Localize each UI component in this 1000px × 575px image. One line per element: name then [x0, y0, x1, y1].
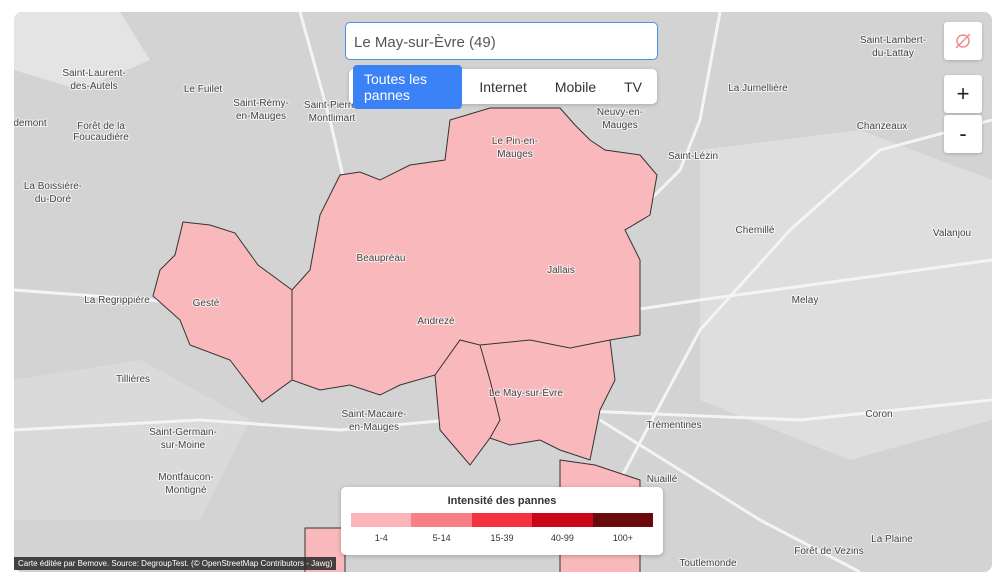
place-label: Forêt de Vezins	[794, 546, 863, 557]
place-label: Le May-sur-Èvre	[489, 386, 563, 399]
legend-class: 1-4	[351, 513, 412, 543]
tab[interactable]: Toutes les pannes	[353, 64, 463, 109]
place-label: Saint-Macaire-	[341, 409, 406, 420]
place-label: Le Fuilet	[184, 84, 223, 95]
place-label: Melay	[792, 295, 819, 306]
place-label: du-Doré	[35, 194, 72, 205]
legend: Intensité des pannes 1-4 5-14 15-39 40-99 10…	[341, 487, 663, 555]
commune-border	[291, 290, 611, 439]
place-label: Foucaudière	[73, 132, 129, 143]
legend-label: 15-39	[490, 533, 514, 543]
place-label: en-Mauges	[236, 111, 286, 122]
legend-swatch	[411, 513, 472, 527]
legend-title: Intensité des pannes	[447, 495, 557, 507]
legend-swatch	[532, 513, 593, 527]
place-label: Toutlemonde	[679, 558, 737, 569]
land-patch	[14, 12, 150, 90]
place-label: Jallais	[547, 265, 575, 276]
affected-area[interactable]	[152, 107, 658, 466]
place-label: Trémentines	[646, 420, 701, 431]
place-label: Saint-Lézin	[668, 151, 718, 162]
place-label: Mauges	[497, 149, 533, 160]
place-label: Montlimart	[309, 113, 356, 124]
tab[interactable]: Mobile	[554, 78, 597, 95]
place-label: Beaupréau	[357, 253, 406, 264]
tab[interactable]: Internet	[479, 78, 527, 95]
place-label: Gesté	[193, 298, 220, 309]
legend-label: 1-4	[374, 533, 388, 543]
place-label: des-Autels	[70, 81, 117, 92]
place-label: Le Pin-en-	[492, 136, 538, 147]
place-labels: Saint-Laurent-des-Autels Le Fuilet Saint-R…	[14, 34, 972, 570]
tab[interactable]: TV	[624, 78, 642, 95]
place-label: La Jumellière	[728, 83, 788, 94]
map[interactable]: Saint-Laurent-des-Autels Le Fuilet Saint-R…	[14, 12, 992, 572]
place-label: Andrezé	[417, 316, 455, 327]
legend-class: 15-39	[471, 513, 533, 543]
place-label: du-Lattay	[872, 48, 914, 59]
place-label: Nuaillé	[647, 474, 678, 485]
place-label: Forêt de la	[77, 121, 125, 132]
legend-swatch	[471, 513, 533, 527]
place-label: Chemillé	[736, 225, 775, 236]
legend-class: 5-14	[411, 513, 472, 543]
place-label: Saint-Rémy-	[233, 98, 289, 109]
place-label: Saint-Lambert-	[860, 35, 926, 46]
legend-label: 100+	[612, 533, 633, 543]
place-label: Neuvy-en-	[597, 107, 643, 118]
place-label: Montfaucon-	[158, 472, 214, 483]
place-label: Chanzeaux	[857, 121, 908, 132]
place-label: sur-Moine	[161, 440, 206, 451]
place-label: Tillières	[116, 374, 150, 385]
legend-label: 40-99	[550, 533, 574, 543]
place-label: Montigné	[165, 485, 207, 496]
search-input[interactable]: Le May-sur-Èvre (49)	[345, 22, 658, 60]
tab-bar: Toutes les pannes Internet Mobile TV	[349, 64, 657, 109]
zoom-in-button[interactable]: +	[944, 75, 982, 113]
land-patch	[700, 130, 992, 460]
place-label: Saint-Laurent-	[62, 68, 125, 79]
place-label: La Regrippière	[84, 295, 150, 306]
place-label: Saint-Germain-	[149, 427, 217, 438]
legend-label: 5-14	[432, 533, 451, 543]
place-label: La Boissière-	[24, 181, 82, 192]
legend-class: 40-99	[532, 513, 593, 543]
toggle-visibility-button[interactable]	[944, 22, 982, 60]
road	[618, 118, 992, 481]
eye-off-icon	[955, 33, 971, 49]
legend-scale: 1-4 5-14 15-39 40-99 100+	[351, 513, 654, 543]
place-label: Valanjou	[933, 228, 971, 239]
legend-swatch	[592, 513, 654, 527]
land-patch	[14, 360, 250, 520]
place-label: Mauges	[602, 120, 638, 131]
attribution: Carte éditée par Bemove. Source: Degroup…	[14, 557, 337, 570]
place-label: Saint-Pierre-	[304, 100, 360, 111]
place-label: La Plaine	[871, 534, 913, 545]
place-label: en-Mauges	[349, 422, 399, 433]
road	[599, 418, 861, 572]
legend-class: 100+	[592, 513, 654, 543]
place-label: Coron	[865, 409, 892, 420]
legend-swatch	[351, 513, 412, 527]
zoom-out-button[interactable]: -	[944, 115, 982, 153]
place-label: demont	[14, 118, 47, 129]
